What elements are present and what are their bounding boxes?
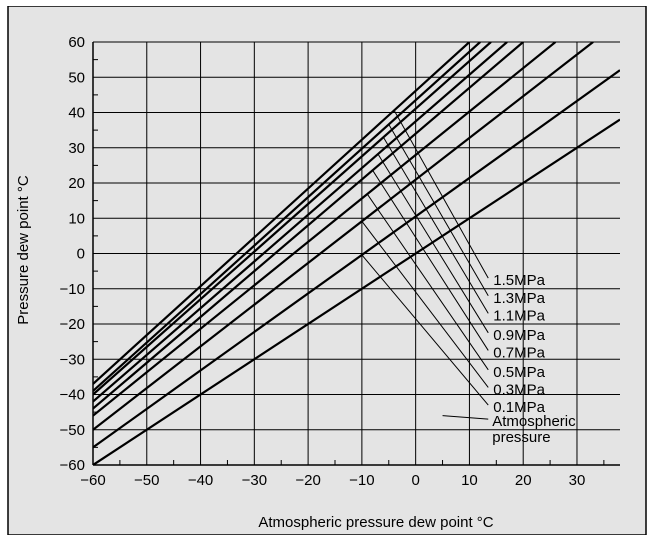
y-tick-label: 30 [68, 140, 85, 157]
plot-area: 60 50 40 30 20 10 0 −10 −20 −30 −40 −50 −60−60 −50 −40… [60, 34, 620, 489]
y-tick-label: −60 [60, 457, 85, 474]
series-line-0-1mpa [93, 69, 620, 449]
x-axis-label: Atmospheric pressure dew point °C [258, 514, 493, 531]
y-tick-label: −20 [60, 316, 85, 333]
x-tick-label: −10 [349, 472, 374, 489]
series-line-1-3mpa [93, 42, 481, 392]
x-tick-label: 0 [411, 472, 419, 489]
y-tick-label: 60 [68, 34, 85, 51]
series-line-0-7mpa [93, 42, 524, 410]
series-label: 0.3MPa [493, 382, 545, 399]
series-label: 0.5MPa [493, 364, 545, 381]
leader-line [366, 193, 489, 371]
y-tick-label: −30 [60, 351, 85, 368]
series-line-1-1mpa [93, 42, 492, 396]
y-tick-label: 50 [68, 69, 85, 86]
y-tick-label: 0 [77, 246, 85, 263]
leader-line [361, 254, 489, 406]
series-label: 0.1MPa [493, 399, 545, 416]
series-label-pressure: pressure [492, 429, 550, 446]
series-line-atmospheric-pressure [93, 118, 620, 465]
series-label: 1.3MPa [493, 290, 545, 307]
y-tick-label: −10 [60, 281, 85, 298]
series-line-1-5mpa [93, 42, 471, 385]
x-tick-label: −40 [188, 472, 213, 489]
leader-line [442, 415, 489, 420]
series-line-0-5mpa [93, 42, 557, 417]
header-band [0, 0, 650, 6]
y-tick-label: −40 [60, 387, 85, 404]
series-line-0-9mpa [93, 42, 508, 403]
series-label: 0.7MPa [493, 344, 545, 361]
x-tick-label: −20 [295, 472, 320, 489]
leader-line [393, 110, 489, 279]
y-tick-label: 10 [68, 210, 85, 227]
x-tick-label: −30 [242, 472, 267, 489]
leader-line [377, 153, 489, 334]
x-tick-label: 20 [515, 472, 532, 489]
series-label-atmospheric: Atmospheric [492, 413, 576, 430]
series-label: 1.1MPa [493, 307, 545, 324]
x-tick-label: 10 [461, 472, 478, 489]
x-tick-label: 30 [569, 472, 586, 489]
leader-line [361, 220, 489, 388]
x-tick-label: −60 [80, 472, 105, 489]
y-axis-label: Pressure dew point °C [15, 175, 32, 325]
series-label: 0.9MPa [493, 327, 545, 344]
series-label: 1.5MPa [493, 272, 545, 289]
y-tick-label: −50 [60, 422, 85, 439]
leader-line [372, 170, 489, 351]
y-tick-label: 20 [68, 175, 85, 192]
series-line-0-3mpa [93, 42, 594, 431]
leader-line [388, 124, 489, 297]
y-tick-label: 40 [68, 105, 85, 122]
x-tick-label: −50 [134, 472, 159, 489]
leader-line [382, 137, 489, 314]
